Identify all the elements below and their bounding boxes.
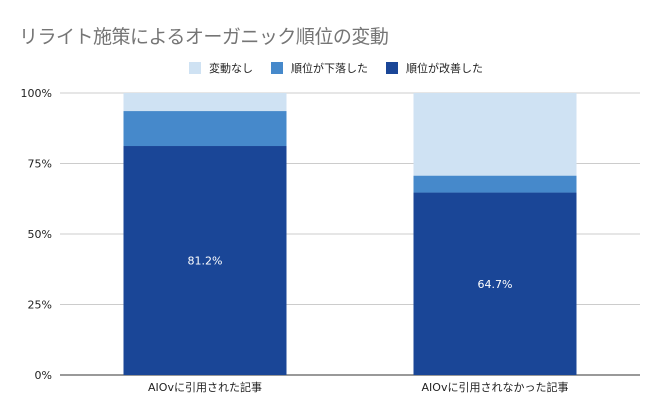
legend-item-declined: 順位が下落した (271, 60, 368, 76)
legend-label: 順位が下落した (291, 62, 368, 75)
y-tick-label: 75% (28, 158, 52, 171)
legend-item-improved: 順位が改善した (386, 60, 483, 76)
y-tick-label: 50% (28, 228, 52, 241)
legend-label: 順位が改善した (406, 62, 483, 75)
legend-label: 変動なし (209, 62, 253, 75)
bar-segment (413, 93, 577, 176)
legend: 変動なし 順位が下落した 順位が改善した (0, 60, 672, 76)
y-tick-label: 25% (28, 299, 52, 312)
x-tick-label: AIOvに引用された記事 (148, 380, 262, 394)
bar-segment (413, 175, 577, 193)
data-label: 81.2% (188, 255, 223, 268)
legend-swatch (271, 62, 283, 74)
legend-item-no-change: 変動なし (189, 60, 253, 76)
bar-segment (123, 111, 287, 147)
y-tick-label: 0% (35, 369, 52, 382)
x-tick-label: AIOvに引用されなかった記事 (422, 380, 569, 394)
y-tick-label: 100% (21, 87, 52, 100)
chart-title: リライト施策によるオーガニック順位の変動 (19, 26, 389, 48)
data-label: 64.7% (478, 278, 513, 291)
bar-segment (123, 146, 287, 375)
legend-swatch (386, 62, 398, 74)
bar-segment (413, 192, 577, 375)
legend-swatch (189, 62, 201, 74)
bar-segment (123, 93, 287, 112)
